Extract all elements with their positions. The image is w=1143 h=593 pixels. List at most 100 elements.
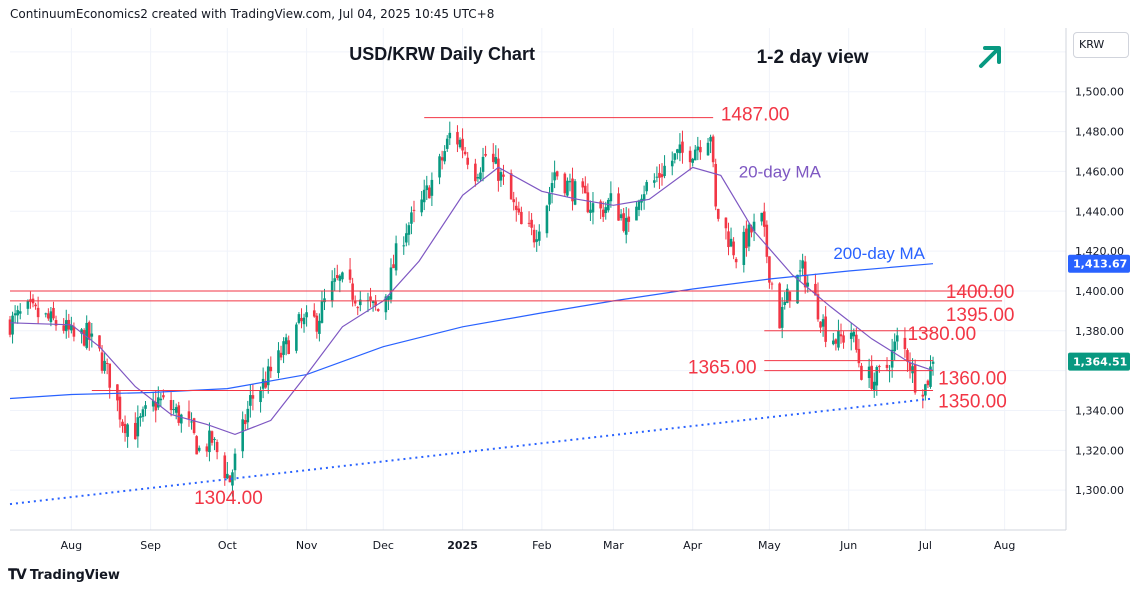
candle-body — [653, 180, 656, 183]
candle-body — [890, 349, 894, 368]
candle-body — [249, 395, 252, 406]
tradingview-brand[interactable]: 𝐓V TradingView — [8, 567, 120, 583]
x-tick-label: Mar — [603, 539, 624, 552]
candle-body — [545, 205, 549, 234]
candle-body — [573, 181, 577, 205]
candle-body — [320, 301, 324, 323]
candle-body — [581, 181, 585, 188]
candle-body — [535, 239, 539, 242]
level-label: 1380.00 — [907, 324, 976, 345]
candle-body — [438, 156, 441, 178]
candle-body — [624, 217, 628, 235]
candle-body — [785, 288, 789, 303]
candle-body — [732, 241, 735, 256]
candle-body — [750, 226, 753, 233]
candle-body — [760, 212, 764, 222]
up-right-arrow — [979, 46, 1001, 68]
candle-body — [875, 367, 879, 386]
candle-body — [174, 407, 178, 413]
candle-body — [637, 200, 641, 210]
candle-body — [287, 340, 291, 355]
candle-body — [824, 316, 827, 342]
candle-body — [527, 222, 531, 224]
candle-body — [208, 430, 211, 453]
x-tick-label: Dec — [373, 539, 394, 552]
candle-body — [118, 396, 122, 420]
candle-body — [213, 438, 216, 440]
candle-body — [724, 217, 728, 229]
candle-body — [798, 270, 802, 272]
x-tick-label: Sep — [140, 539, 161, 552]
candle-body — [126, 424, 129, 437]
view-label: 1-2 day view — [757, 47, 869, 68]
candle-body — [497, 158, 500, 181]
candle-body — [908, 362, 912, 371]
candle-body — [619, 214, 623, 219]
candle-body — [371, 300, 375, 304]
candle-body — [770, 283, 774, 285]
candle-body — [857, 348, 861, 364]
candle-body — [376, 309, 380, 312]
chart-title: USD/KRW Daily Chart — [349, 44, 535, 64]
candle-body — [458, 139, 462, 148]
trendline — [9, 397, 934, 506]
candle-body — [387, 295, 390, 300]
candle-body — [116, 384, 119, 401]
candle-body — [448, 132, 452, 139]
level-label: 1360.00 — [938, 369, 1007, 390]
candle-body — [566, 180, 569, 196]
candle-body — [26, 300, 30, 309]
candle-body — [509, 173, 513, 200]
candle-body — [141, 409, 145, 417]
candle-body — [64, 320, 68, 332]
candle-body — [688, 150, 692, 163]
ma200-label: 200-day MA — [833, 244, 925, 263]
candle-body — [532, 229, 536, 243]
candle-body — [803, 261, 807, 288]
candle-body — [353, 301, 357, 304]
candle-body — [553, 172, 556, 181]
candle-body — [699, 146, 702, 153]
candle-body — [670, 160, 674, 167]
candle-body — [832, 340, 835, 345]
candle-body — [673, 153, 677, 160]
ma200-price-tag: 1,413.67 — [1073, 258, 1127, 271]
candle-body — [123, 423, 127, 434]
candle-body — [420, 199, 423, 213]
candle-body — [72, 326, 76, 337]
candle-body — [297, 314, 301, 323]
candle-body — [300, 317, 303, 322]
candle-body — [520, 211, 523, 225]
support-resistance-levels — [10, 117, 1003, 392]
candle-body — [295, 324, 298, 351]
candle-body — [425, 185, 429, 191]
candle-body — [284, 337, 288, 345]
x-tick-label: Feb — [532, 539, 551, 552]
candle-body — [806, 282, 810, 287]
x-tick-label: Aug — [994, 539, 1015, 552]
candle-body — [315, 315, 319, 332]
candle-body — [568, 181, 572, 183]
x-tick-label: Apr — [683, 539, 703, 552]
candle-body — [706, 142, 710, 156]
candle-body — [635, 206, 638, 221]
currency-selector-button[interactable]: KRW — [1073, 32, 1129, 58]
candle-body — [550, 183, 554, 192]
candle-body — [819, 321, 822, 328]
candle-body — [780, 306, 784, 328]
candle-body — [609, 193, 613, 202]
candle-body — [778, 283, 781, 329]
candle-body — [90, 333, 94, 337]
candle-body — [323, 298, 326, 303]
candle-body — [269, 366, 273, 372]
candle-body — [136, 417, 140, 437]
plot-area — [10, 28, 1066, 530]
candle-body — [642, 194, 646, 201]
candle-body — [555, 171, 559, 177]
x-tick-label: Jul — [918, 539, 932, 552]
candle-body — [911, 366, 914, 374]
candle-body — [837, 330, 840, 348]
candle-body — [913, 364, 917, 393]
candle-body — [157, 397, 160, 408]
